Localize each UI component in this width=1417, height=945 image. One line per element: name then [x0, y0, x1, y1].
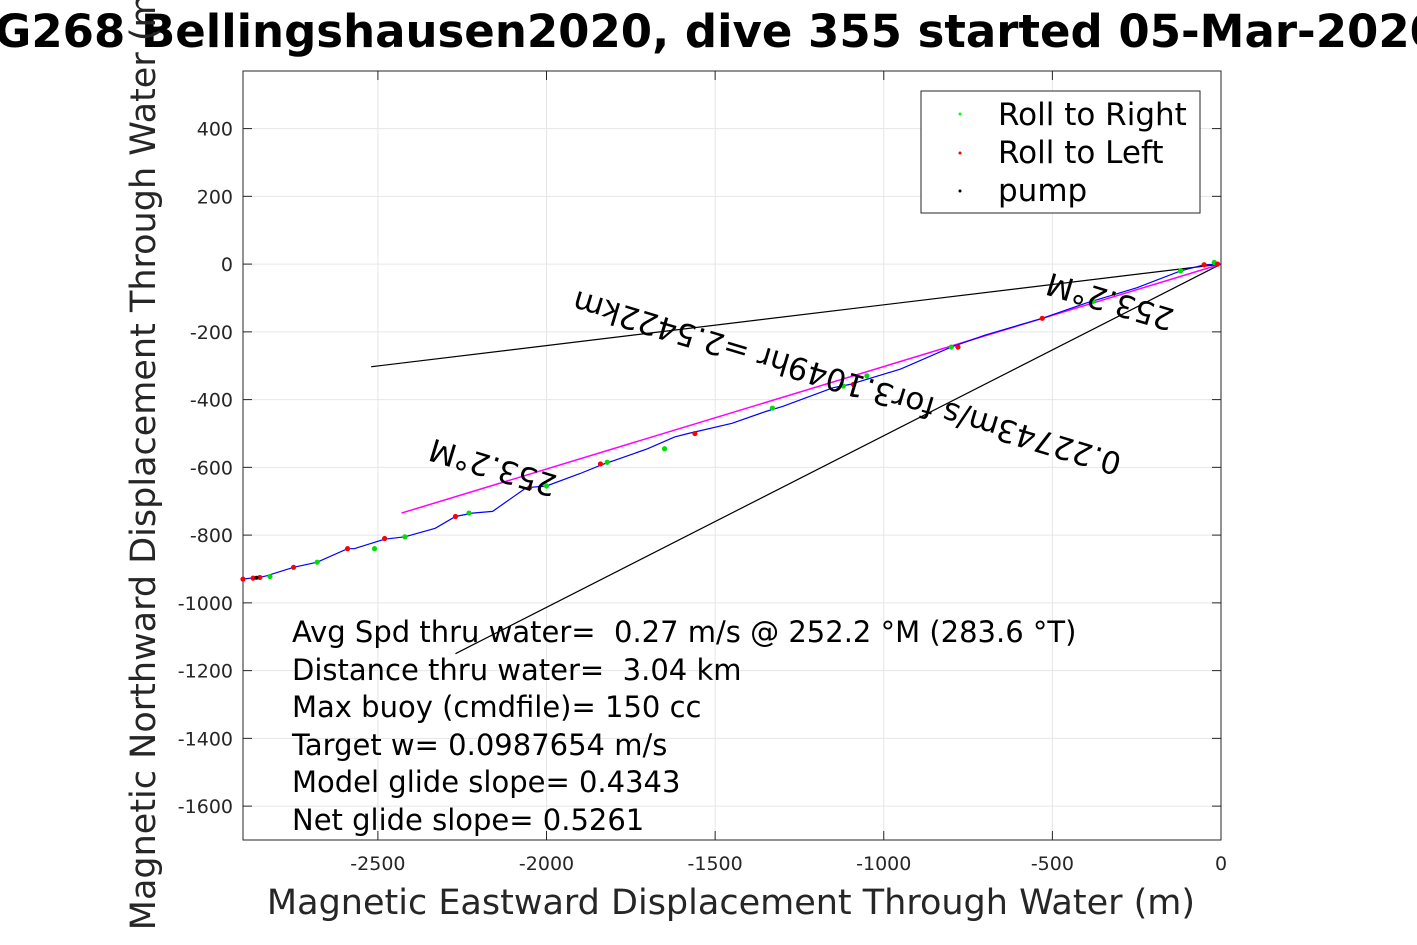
stats-block: Avg Spd thru water= 0.27 m/s @ 252.2 °M …: [291, 615, 1076, 837]
x-tick-label: -2500: [350, 853, 405, 875]
legend-marker-pump: [958, 189, 962, 193]
roll-right-point: [1090, 298, 1096, 304]
legend-box: [920, 90, 1201, 214]
roll-left-point: [1201, 262, 1207, 268]
chart-title: SG268 Bellingshausen2020, dive 355 start…: [0, 5, 1417, 58]
stat-net-glide-slope: Net glide slope= 0.5261: [292, 803, 644, 837]
legend-label-roll-left: Roll to Left: [998, 135, 1164, 171]
y-tick-label: -200: [190, 322, 233, 344]
roll-left-point: [1215, 261, 1221, 267]
roll-left-point: [955, 344, 961, 350]
roll-left-point: [850, 381, 857, 387]
x-tick-label: -1000: [856, 853, 911, 875]
pump-point: [254, 575, 259, 580]
chart-markers: [240, 259, 1221, 582]
roll-right-point: [1177, 268, 1184, 274]
roll-left-point: [290, 564, 297, 570]
y-tick-label: -800: [190, 525, 233, 547]
roll-left-point: [344, 546, 351, 552]
roll-right-point: [864, 373, 870, 379]
x-tick-label: 0: [1215, 853, 1227, 875]
chart-annotation: 253.2°M: [1042, 265, 1178, 337]
roll-right-point: [661, 446, 668, 452]
roll-left-point: [1039, 315, 1045, 321]
track-line: [242, 263, 1222, 580]
roll-right-point: [267, 573, 273, 580]
dac-line: [401, 263, 1222, 514]
x-tick-label: -500: [1031, 853, 1074, 875]
roll-right-point: [948, 344, 954, 350]
roll-left-point: [692, 430, 698, 437]
y-tick-label: -1600: [178, 796, 233, 818]
surface-current-line: [371, 263, 1222, 368]
stat-max-buoy: Max buoy (cmdfile)= 150 cc: [292, 690, 701, 724]
roll-left-point: [257, 574, 263, 581]
x-tick-label: -2000: [519, 853, 574, 875]
roll-right-point: [604, 459, 610, 465]
stat-model-glide-slope: Model glide slope= 0.4343: [292, 765, 680, 799]
roll-left-point: [240, 576, 246, 582]
surface-current-line: [455, 263, 1222, 655]
y-tick-label: 0: [221, 254, 233, 276]
stat-avg-speed: Avg Spd thru water= 0.27 m/s @ 252.2 °M …: [292, 615, 1076, 649]
roll-right-point: [840, 383, 846, 389]
chart-annotation: 0.22743m/s for3.1049hr =2.5422km: [569, 283, 1126, 482]
legend: Roll to Right Roll to Left pump: [920, 90, 1201, 214]
y-tick-label: 400: [197, 119, 233, 141]
roll-left-point: [382, 535, 388, 542]
legend-label-roll-right: Roll to Right: [998, 97, 1187, 133]
x-tick-label: -1500: [688, 853, 743, 875]
legend-marker-roll-right: [958, 112, 962, 116]
axis-ticks: -2500 -2000 -1500 -1000 -500 0 400 200 0 -200 -400…: [178, 71, 1227, 875]
roll-left-point: [527, 485, 533, 491]
stat-distance: Distance thru water= 3.04 km: [292, 653, 742, 687]
y-tick-label: -1000: [178, 593, 233, 615]
roll-right-point: [769, 405, 776, 411]
y-tick-label: -400: [190, 390, 233, 412]
legend-marker-roll-left: [958, 151, 962, 155]
plot-area: [242, 70, 1222, 841]
roll-right-point: [543, 483, 550, 489]
roll-right-point: [402, 534, 408, 540]
legend-label-pump: pump: [998, 173, 1087, 209]
roll-left-point: [452, 513, 459, 520]
stat-target-w: Target w= 0.0987654 m/s: [291, 728, 667, 762]
y-tick-label: -1400: [178, 728, 233, 750]
roll-right-point: [371, 546, 378, 552]
roll-right-point: [314, 559, 320, 565]
chart-annotation: 253.2°M: [425, 431, 561, 503]
roll-left-point: [597, 461, 604, 467]
roll-right-point: [466, 510, 472, 516]
y-axis-label: Magnetic Northward Displacement Through …: [124, 0, 164, 930]
roll-left-point: [250, 575, 256, 581]
x-axis-label: Magnetic Eastward Displacement Through W…: [267, 883, 1195, 923]
y-tick-label: -600: [190, 457, 233, 479]
y-tick-label: 200: [197, 186, 233, 208]
y-tick-label: -1200: [178, 661, 233, 683]
